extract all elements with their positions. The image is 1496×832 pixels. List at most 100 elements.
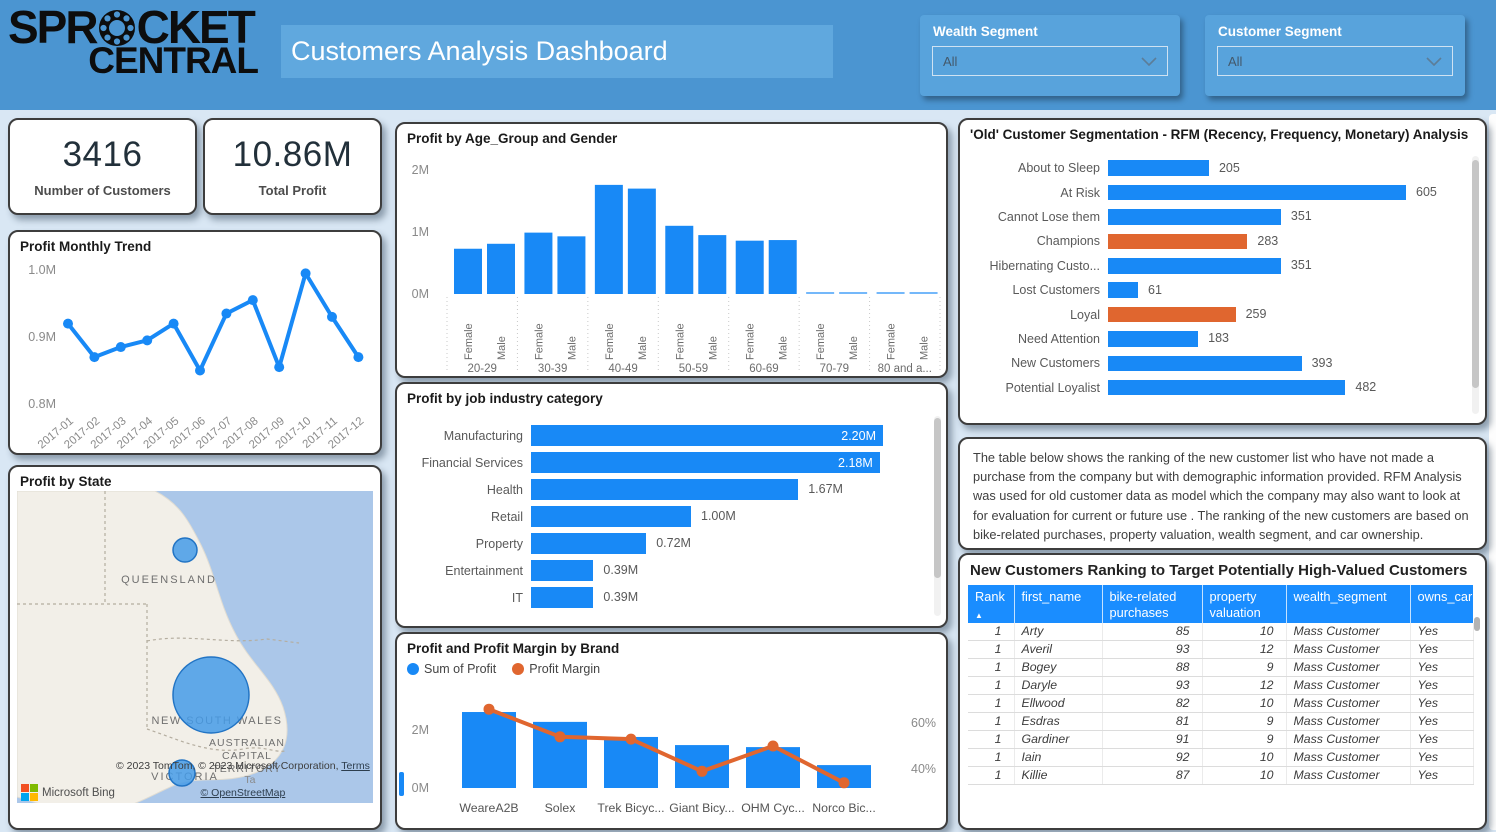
table-row[interactable]: 1 Killie 87 10 Mass Customer Yes (968, 766, 1474, 785)
wealth-segment-dropdown[interactable]: All (932, 46, 1168, 76)
bar[interactable] (557, 236, 586, 294)
column-header[interactable]: bike-related purchases (1102, 584, 1203, 623)
map-bubble[interactable] (168, 759, 196, 787)
map-bubble[interactable] (172, 656, 250, 734)
data-point[interactable] (483, 703, 495, 715)
data-point[interactable] (247, 295, 258, 306)
bar-row[interactable]: New Customers 393 (960, 351, 1485, 375)
bar[interactable] (909, 292, 938, 294)
bar[interactable] (1108, 282, 1139, 298)
bar[interactable] (1108, 233, 1248, 250)
table-row[interactable]: 1 Daryle 93 12 Mass Customer Yes (968, 676, 1474, 695)
customer-segment-dropdown[interactable]: All (1217, 46, 1453, 76)
data-point[interactable] (142, 335, 153, 346)
bar-row[interactable]: IT 0.39M (397, 584, 946, 611)
data-point[interactable] (767, 740, 779, 752)
bar[interactable] (454, 248, 482, 294)
bar-row[interactable]: Manufacturing 2.20M (397, 422, 946, 449)
table-row[interactable]: 1 Arty 85 10 Mass Customer Yes (968, 622, 1474, 641)
bar-row[interactable]: Lost Customers 61 (960, 278, 1485, 302)
bar[interactable] (768, 240, 797, 294)
table-row[interactable]: 1 Iain 92 10 Mass Customer Yes (968, 748, 1474, 767)
bar[interactable] (839, 292, 868, 294)
bar-row[interactable]: Entertainment 0.39M (397, 557, 946, 584)
table-scrollbar[interactable] (1474, 617, 1480, 631)
bar-row[interactable]: Financial Services 2.18M (397, 449, 946, 476)
column-header[interactable]: first_name (1014, 584, 1103, 623)
data-point[interactable] (89, 352, 100, 363)
data-point[interactable] (838, 777, 850, 789)
bar[interactable] (876, 292, 905, 294)
table-row[interactable]: 1 Bogey 88 9 Mass Customer Yes (968, 658, 1474, 677)
bar[interactable] (1108, 379, 1346, 396)
data-point[interactable] (353, 352, 364, 363)
bar[interactable] (735, 240, 764, 294)
brand-left-scrollbar[interactable] (399, 772, 404, 796)
brand-combo-chart[interactable]: 2M 0M 60% 40% WeareA2B Solex Trek Bicyc... Gian… (397, 676, 946, 828)
bar[interactable] (1108, 306, 1236, 323)
bar-row[interactable]: Champions 283 (960, 229, 1485, 253)
openstreetmap-link[interactable]: © OpenStreetMap (200, 787, 286, 800)
table-row[interactable]: 1 Gardiner 91 9 Mass Customer Yes (968, 730, 1474, 749)
bar[interactable] (531, 587, 594, 608)
data-point[interactable] (63, 318, 73, 329)
data-point[interactable] (195, 365, 205, 376)
data-point[interactable] (300, 268, 311, 279)
bar-row[interactable]: Cannot Lose them 351 (960, 205, 1485, 229)
data-point[interactable] (696, 765, 708, 777)
bar[interactable] (462, 712, 516, 788)
data-point[interactable] (554, 731, 566, 743)
bar[interactable] (1108, 258, 1281, 274)
bar[interactable] (1108, 209, 1281, 225)
bar-row[interactable]: Property 0.72M (397, 530, 946, 557)
bar[interactable] (487, 243, 515, 294)
bar[interactable] (1108, 184, 1406, 201)
column-header[interactable]: property valuation (1202, 584, 1287, 623)
bar[interactable] (531, 533, 647, 554)
bar-row[interactable]: Potential Loyalist 482 (960, 376, 1485, 400)
bar-row[interactable]: Hibernating Custo... 351 (960, 254, 1485, 278)
bar[interactable] (594, 184, 623, 294)
age-gender-column-chart[interactable]: 2M 1M 0M Female Male 20-29 Female Male 30-39 Fema… (397, 146, 946, 376)
map-bubble[interactable] (172, 537, 198, 563)
job-scrollbar[interactable] (934, 418, 941, 578)
bar[interactable] (604, 736, 658, 788)
data-point[interactable] (274, 362, 285, 373)
bar-row[interactable]: Health 1.67M (397, 476, 946, 503)
bar[interactable] (531, 506, 691, 527)
table-row[interactable]: 1 Esdras 81 9 Mass Customer Yes (968, 712, 1474, 731)
bar[interactable] (531, 560, 594, 581)
table-row[interactable]: 1 Ellwood 82 10 Mass Customer Yes (968, 694, 1474, 713)
column-header[interactable]: owns_car (1410, 584, 1474, 623)
bar[interactable] (665, 225, 694, 294)
data-point[interactable] (327, 311, 337, 322)
rfm-bar-chart[interactable]: About to Sleep 205 At Risk 605 Cannot Lose t… (960, 142, 1485, 400)
bar[interactable] (524, 232, 553, 294)
bar[interactable]: 2.20M (531, 425, 883, 446)
bar-row[interactable]: At Risk 605 (960, 180, 1485, 204)
bar[interactable] (806, 292, 835, 294)
bar-row[interactable]: Need Attention 183 (960, 327, 1485, 351)
column-header[interactable]: wealth_segment (1286, 584, 1411, 623)
bar[interactable] (531, 479, 799, 500)
data-point[interactable] (625, 733, 637, 745)
bar[interactable] (698, 235, 727, 294)
job-industry-bar-chart[interactable]: Manufacturing 2.20M Financial Services 2.18… (397, 406, 946, 611)
table-row[interactable]: 1 Averil 93 12 Mass Customer Yes (968, 640, 1474, 659)
rfm-scrollbar[interactable] (1472, 160, 1479, 388)
trend-line-chart[interactable]: 1.0M 0.9M 0.8M 2017-01 2017-02 2017-03 2017-04… (10, 254, 380, 453)
bar[interactable]: 2.18M (531, 452, 880, 473)
terms-link[interactable]: Terms (341, 760, 370, 773)
bar-row[interactable]: About to Sleep 205 (960, 156, 1485, 180)
bar-row[interactable]: Retail 1.00M (397, 503, 946, 530)
data-point[interactable] (221, 308, 232, 319)
bar[interactable] (817, 765, 871, 788)
bar-row[interactable]: Loyal 259 (960, 302, 1485, 326)
bar[interactable] (1108, 331, 1199, 347)
data-point[interactable] (115, 342, 126, 353)
data-point[interactable] (168, 318, 179, 329)
bar[interactable] (1108, 160, 1209, 176)
column-header[interactable]: Rank ▲ (968, 584, 1015, 623)
bar[interactable] (1108, 355, 1302, 372)
bar[interactable] (627, 188, 656, 294)
